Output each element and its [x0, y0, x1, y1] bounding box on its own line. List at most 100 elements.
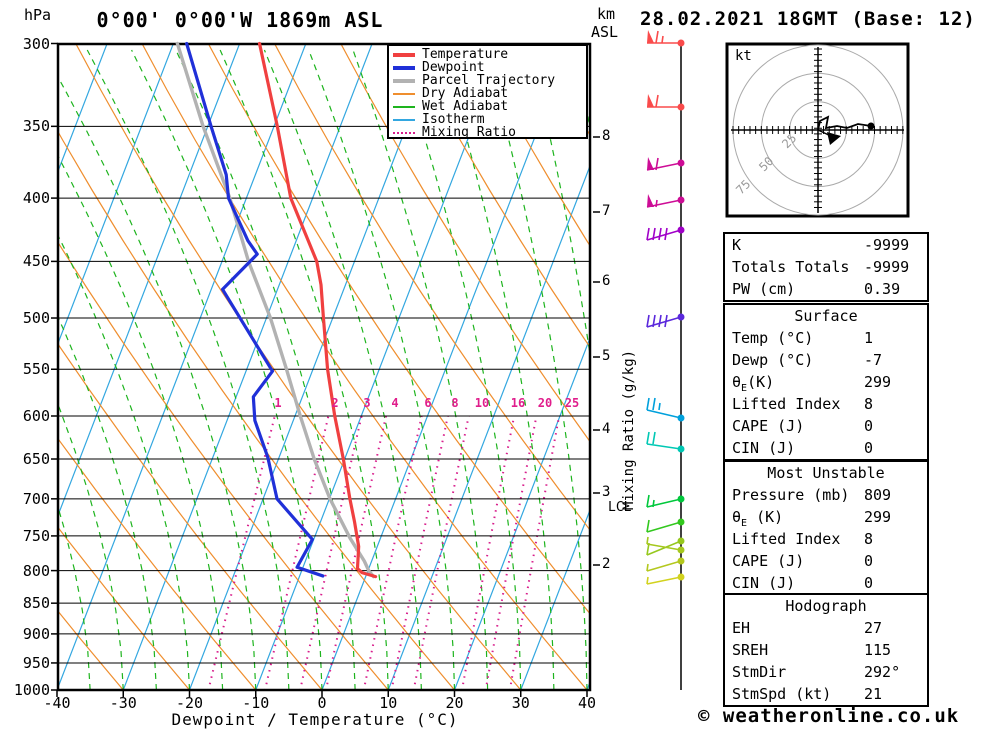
- stats-value: 0.39: [864, 280, 901, 298]
- wind-barb: [646, 157, 685, 171]
- stats-label: Lifted Index: [732, 395, 841, 413]
- pressure-label: 650: [22, 450, 50, 468]
- stats-table: Hodograph EH 27 SREH 115 StmDir 292° StmSpd (kt…: [723, 593, 929, 707]
- stats-value: 809: [864, 486, 892, 504]
- legend-label: Dry Adiabat: [422, 86, 509, 101]
- stats-value: 1: [864, 329, 874, 347]
- legend-item: Temperature: [389, 48, 586, 61]
- dry-adiabat-line: [75, 45, 521, 689]
- wind-barb: [646, 494, 685, 508]
- wet-adiabat-line: [529, 49, 589, 352]
- dry-adiabat-line: [473, 45, 589, 246]
- pressure-label: 800: [22, 561, 50, 580]
- temperature-label: -40: [43, 694, 71, 712]
- stats-row: Temp (°C) 1: [725, 327, 927, 349]
- dry-adiabat-line: [59, 527, 190, 689]
- isotherm-line: [454, 338, 589, 689]
- pressure-label: 900: [22, 624, 50, 643]
- isotherm-line: [59, 45, 174, 343]
- legend-label: Isotherm: [422, 112, 485, 127]
- wet-adiabat-line: [59, 77, 257, 689]
- legend-swatch: [393, 131, 415, 134]
- stats-label: Totals Totals: [732, 258, 850, 276]
- temperature-label: -30: [109, 694, 137, 712]
- asl-label: ASL: [591, 23, 619, 41]
- legend-item: Parcel Trajectory: [389, 74, 586, 87]
- stats-value: -9999: [864, 236, 910, 254]
- dry-adiabat-line: [59, 132, 455, 689]
- stats-value: 0: [864, 552, 874, 570]
- dry-adiabat-line: [340, 45, 589, 442]
- legend-swatch: [393, 105, 415, 108]
- stats-table-title: Surface: [794, 307, 858, 325]
- km-label: 5: [602, 348, 611, 364]
- temperature-label: 40: [577, 694, 597, 712]
- temperature-label: -10: [242, 694, 270, 712]
- wind-barb: [646, 573, 685, 585]
- pressure-label: 850: [22, 594, 50, 613]
- stats-table: K -9999 Totals Totals -9999 PW (cm) 0.39: [723, 232, 929, 302]
- stats-row: SREH 115: [725, 639, 927, 661]
- stats-label: CAPE (J): [732, 417, 805, 435]
- km-label: 2: [602, 556, 611, 572]
- wet-adiabat-line: [59, 318, 157, 689]
- stats-value: 8: [864, 530, 874, 548]
- mixing-ratio-label: 25: [564, 396, 580, 410]
- dry-adiabat-line: [59, 344, 322, 689]
- legend-label: Wet Adiabat: [422, 99, 509, 114]
- stats-value: 8: [864, 395, 874, 413]
- mixing-ratio-line: [461, 415, 516, 689]
- stats-value: 299: [864, 373, 892, 391]
- pressure-label: 750: [22, 526, 50, 545]
- stats-value: 292°: [864, 663, 901, 681]
- stats-row: Dewp (°C) -7: [725, 349, 927, 371]
- mixing-ratio-label: 20: [537, 396, 553, 410]
- km-axis-unit: km: [597, 5, 616, 23]
- mixing-ratio-label: 8: [451, 396, 459, 410]
- stats-table-title: Most Unstable: [767, 464, 885, 482]
- stats-value: 0: [864, 574, 874, 592]
- stats-label: θE (K): [732, 508, 784, 529]
- stats-value: 21: [864, 685, 883, 703]
- legend-item: Dry Adiabat: [389, 87, 586, 100]
- legend-swatch: [393, 78, 415, 83]
- pressure-label: 950: [22, 653, 50, 672]
- stats-row: K -9999: [725, 234, 927, 256]
- wet-adiabat-line: [86, 49, 290, 689]
- mixing-ratio-line: [509, 415, 561, 689]
- stats-row: EH 27: [725, 617, 927, 639]
- legend-label: Temperature: [422, 47, 509, 62]
- isotherm-line: [59, 45, 306, 687]
- dry-adiabat-line: [407, 45, 589, 347]
- km-label: 3: [602, 484, 611, 500]
- chart-legend: Temperature Dewpoint Parcel Trajectory Dry …: [387, 44, 588, 139]
- wind-barb: [646, 397, 685, 422]
- stats-row: θE(K) 299: [725, 371, 927, 394]
- hodograph-trace: [817, 115, 872, 131]
- stats-label: K: [732, 236, 742, 254]
- temperature-label: 0: [317, 694, 327, 712]
- stats-value: -7: [864, 351, 883, 369]
- stats-label: CAPE (J): [732, 552, 805, 570]
- wet-adiabat-line: [175, 49, 356, 689]
- isotherm-line: [520, 511, 589, 689]
- isotherm-line: [59, 45, 240, 515]
- wind-barb: [647, 94, 685, 111]
- stats-label: StmDir: [732, 663, 787, 681]
- stats-table-title: Hodograph: [785, 597, 867, 615]
- x-axis-title: Dewpoint / Temperature (°C): [171, 710, 459, 729]
- copyright: © weatheronline.co.uk: [698, 705, 960, 727]
- pressure-label: 300: [22, 34, 50, 53]
- wind-barb: [646, 431, 685, 453]
- km-label: 4: [602, 421, 611, 437]
- stats-row: CIN (J) 0: [725, 437, 927, 459]
- wet-adiabat-line: [352, 49, 489, 689]
- legend-swatch: [393, 52, 415, 57]
- stats-label: Dewp (°C): [732, 351, 814, 369]
- pressure-label: 600: [22, 406, 50, 425]
- legend-label: Mixing Ratio: [422, 125, 516, 140]
- legend-item: Dewpoint: [389, 61, 586, 74]
- stats-label: CIN (J): [732, 574, 796, 592]
- temperature-label: 20: [445, 694, 464, 712]
